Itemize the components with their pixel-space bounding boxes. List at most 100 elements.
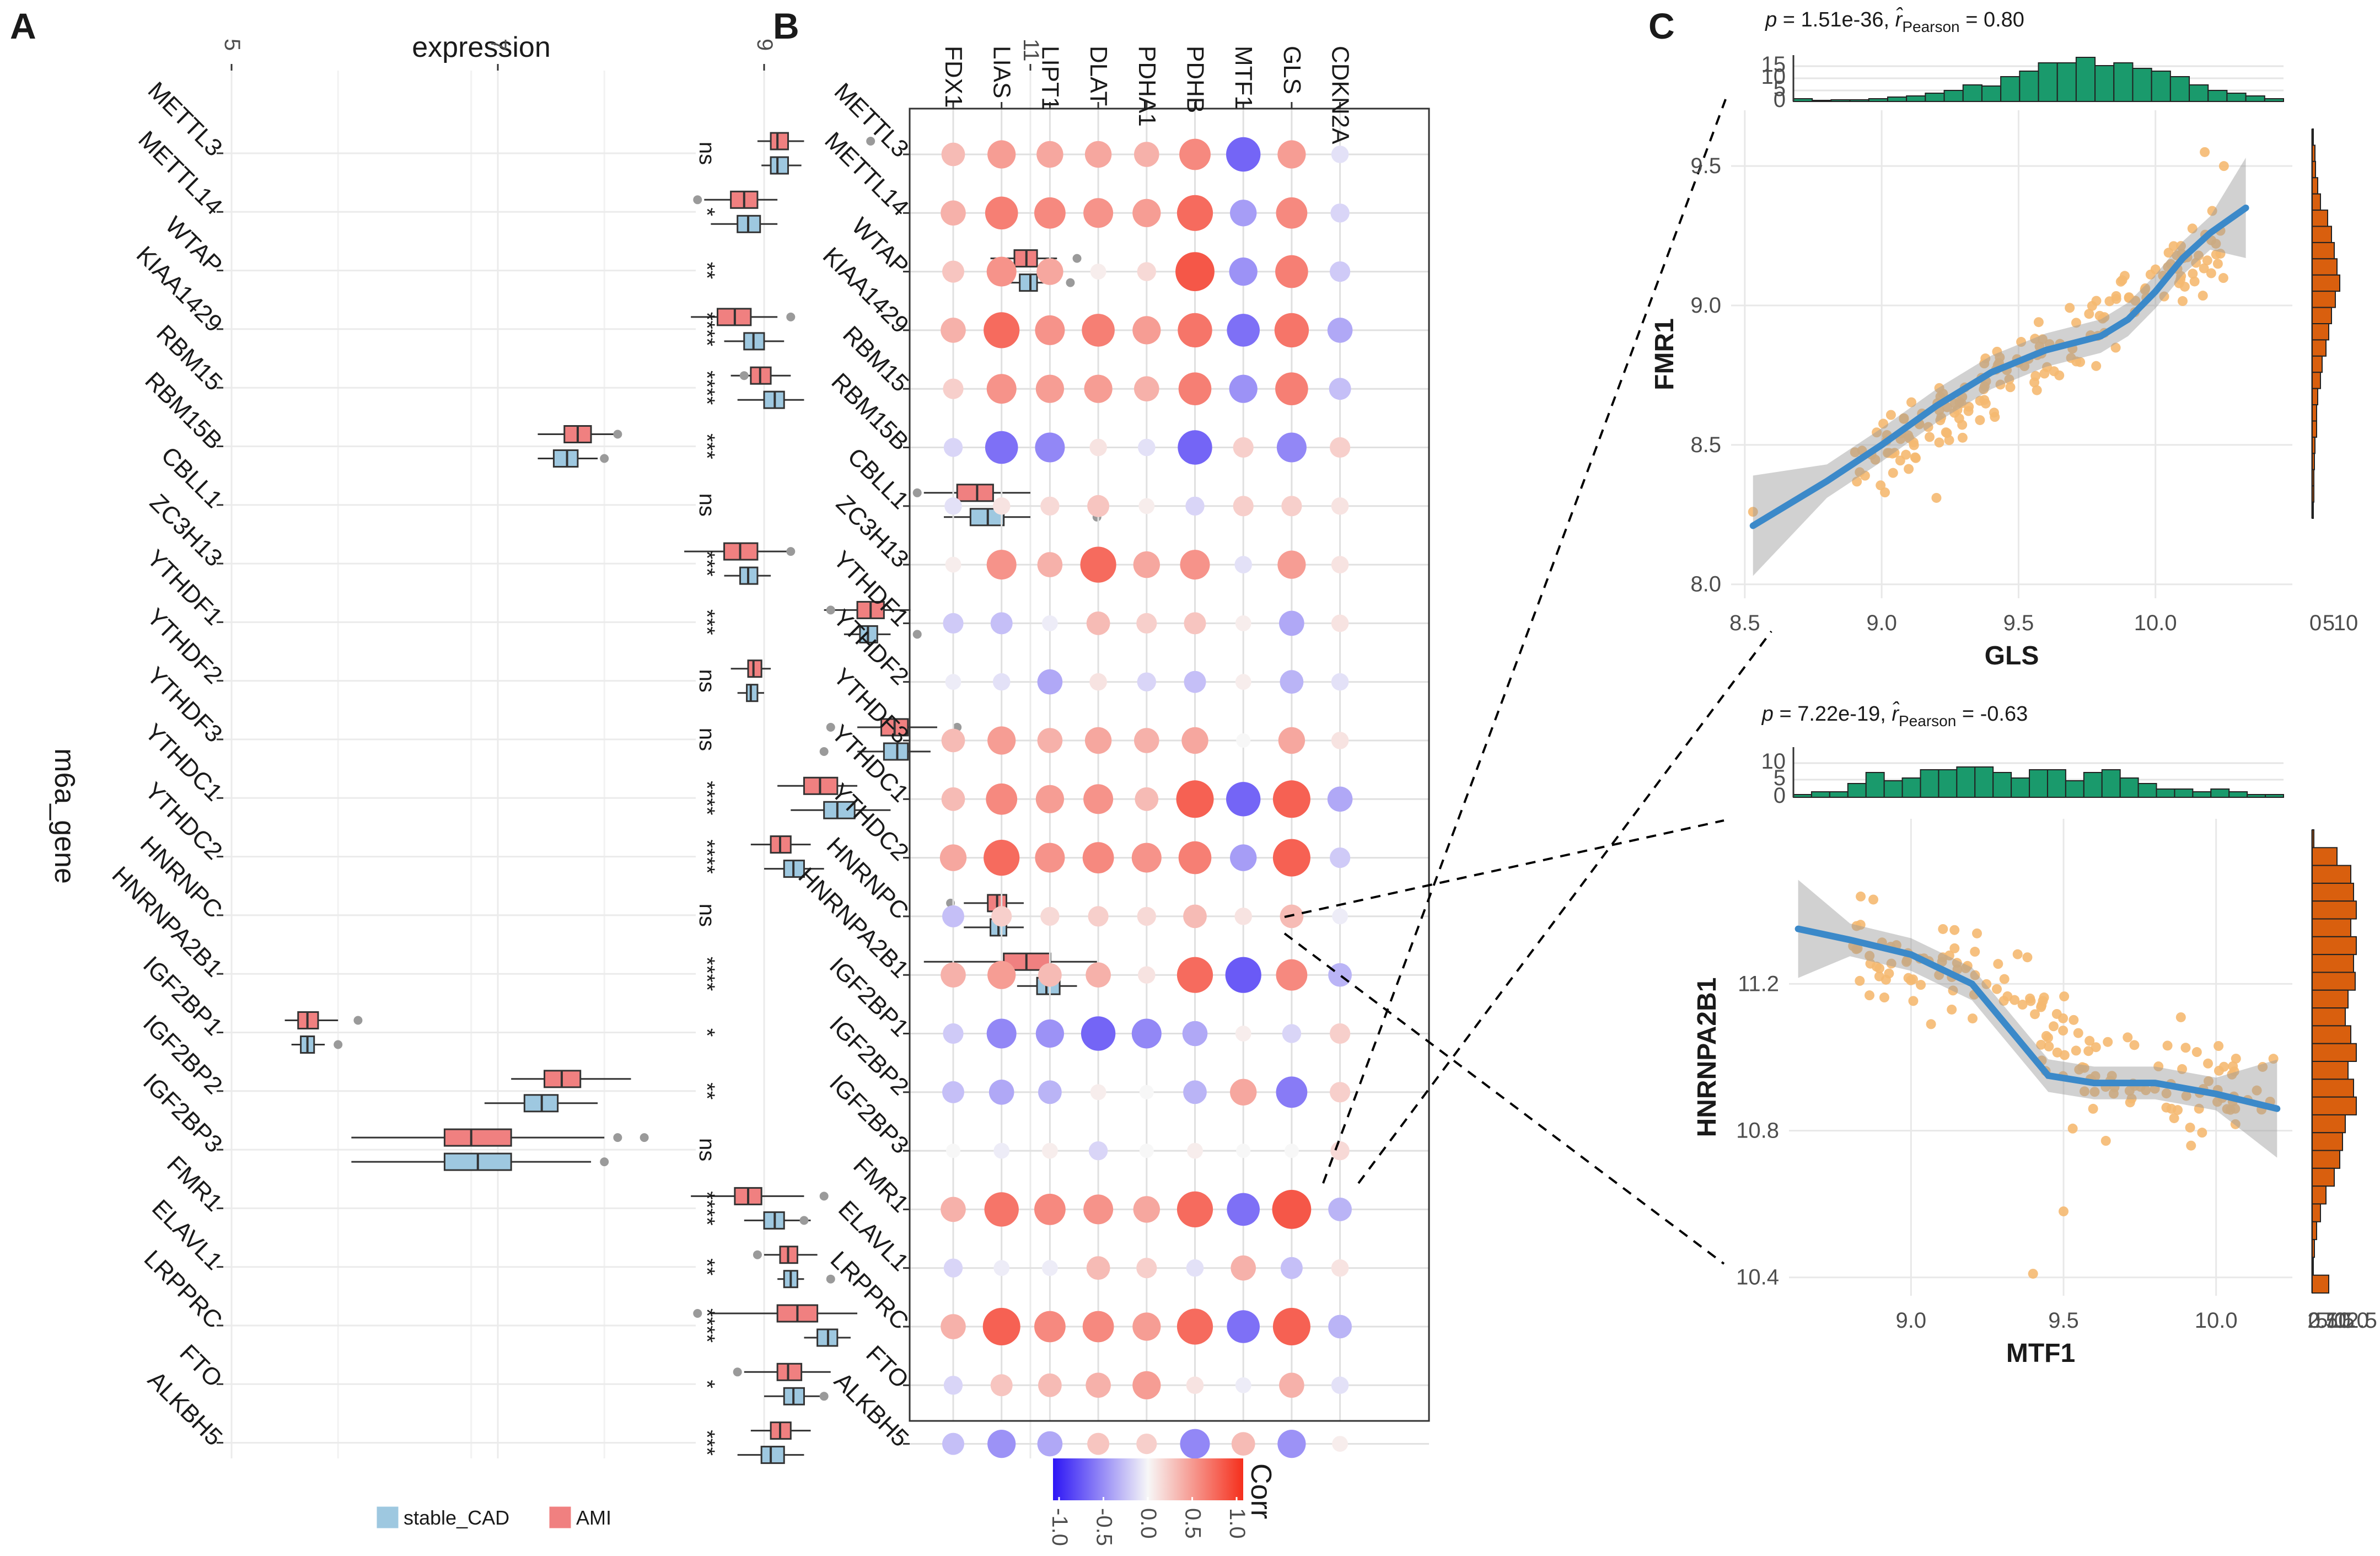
corr-cell-ythdc1-lipt1 [1035, 785, 1064, 813]
connector-hnrnpa2b1-mtf1-top [1284, 819, 1724, 918]
significance-mettl3: ns [695, 142, 719, 165]
corr-cell-ythdf3-mtf1 [1236, 733, 1251, 748]
scatter-point [2229, 1066, 2239, 1077]
corr-cell-ythdf1-mtf1 [1235, 615, 1251, 631]
scatter-point [2037, 334, 2048, 345]
outlier-elavl1 [753, 1250, 762, 1259]
scatter-point [1980, 353, 1991, 364]
corr-cell-mettl14-cdkn2a [1330, 203, 1350, 223]
scatter-ylabel: HNRNPA2B1 [1693, 978, 1722, 1138]
scatter-point [2088, 1103, 2098, 1114]
corr-cell-cbll1-fdx1 [944, 497, 962, 515]
significance-ythdf2: ns [695, 669, 719, 693]
scatter-point [2091, 1042, 2101, 1053]
corr-cell-mettl3-lias [987, 140, 1016, 169]
corr-cell-fmr1-cdkn2a [1328, 1198, 1352, 1221]
scatter-point [1949, 925, 1960, 935]
scatter-point [2174, 278, 2184, 288]
scatter-point [2026, 996, 2036, 1006]
scatter-point [1872, 427, 1882, 438]
corr-cell-ythdf3-pdha1 [1134, 728, 1159, 753]
corr-cell-igf2bp1-pdhb [1182, 1021, 1208, 1047]
corr-cell-mettl3-fdx1 [941, 142, 965, 167]
scatter-point [2129, 1040, 2140, 1050]
scatter-point [1960, 963, 1971, 973]
corr-cell-ythdf2-dlat [1089, 673, 1107, 691]
scatter-point [2231, 1053, 2241, 1064]
scatter-point [2177, 1064, 2188, 1074]
top-hist-bar [2156, 788, 2175, 798]
box-igf2bp3-ami [443, 1128, 512, 1147]
scatter-point [2159, 291, 2169, 302]
corr-cell-ythdf2-fdx1 [945, 674, 961, 690]
colorbar-tick-label: -0.5 [1092, 1508, 1116, 1546]
side-hist-bar [2312, 1079, 2354, 1098]
corr-cell-elavl1-gls [1280, 1257, 1303, 1279]
scatter-point [1748, 507, 1758, 517]
corr-cell-kiaa1429-gls [1274, 313, 1309, 348]
corr-cell-igf2bp2-mtf1 [1230, 1079, 1257, 1106]
scatter-point [2153, 1061, 2164, 1072]
side-hist-bar [2312, 882, 2354, 902]
outlier-igf2bp3 [600, 1157, 609, 1167]
outlier-mettl3 [866, 137, 875, 146]
top-hist-bar [1868, 98, 1888, 102]
scatter-point [2005, 382, 2016, 393]
box-mettl3-ami [770, 132, 789, 151]
outlier-ythdf3 [819, 747, 829, 756]
scatter-y-tick-label: 9.5 [1690, 154, 1721, 178]
scatter-point [2079, 1086, 2089, 1097]
outlier-wtap [1072, 254, 1082, 263]
box-cbll1-ami [956, 484, 994, 502]
scatter-point [1885, 410, 1896, 420]
corr-cell-igf2bp3-fdx1 [946, 1144, 960, 1158]
corr-cell-fto-pdhb [1186, 1376, 1204, 1394]
corr-cell-lrpprc-lias [982, 1308, 1020, 1345]
corr-cell-rbm15b-fdx1 [943, 438, 963, 457]
corr-cell-mettl14-dlat [1083, 198, 1114, 228]
scatter-point [1884, 448, 1894, 458]
top-hist-bar [1887, 96, 1908, 102]
side-hist-bar [2312, 847, 2338, 866]
top-hist-bar [1865, 772, 1885, 798]
corr-cell-rbm15b-mtf1 [1233, 437, 1254, 458]
corr-cell-igf2bp3-gls [1284, 1144, 1299, 1158]
corr-cell-hnrnpa2b1-gls [1276, 959, 1308, 991]
smooth-confidence-band [1798, 879, 2277, 1158]
scatter-point [2175, 241, 2186, 251]
side-hist-bar [2312, 1061, 2349, 1080]
corr-cell-ythdf1-pdha1 [1136, 613, 1157, 634]
top-hist-bar [1981, 85, 2002, 102]
panel-b-grid [910, 109, 1429, 1445]
corr-cell-hnrnpa2b1-lipt1 [1038, 963, 1062, 987]
corr-cell-mettl3-cdkn2a [1331, 146, 1349, 163]
corr-cell-kiaa1429-pdha1 [1132, 316, 1161, 345]
corr-cell-hnrnpc-pdha1 [1137, 906, 1156, 926]
side-hist-bar [2312, 160, 2316, 179]
connector-lines [1283, 99, 1772, 1265]
top-hist-bar [1943, 90, 1964, 102]
scatter-point [1993, 959, 2003, 969]
corr-cell-alkbh5-gls [1277, 1430, 1306, 1458]
corr-cell-hnrnpc-lias [991, 906, 1012, 927]
box-wtap-cad [1019, 273, 1038, 292]
scatter-point [2218, 161, 2229, 171]
scatter-point [2042, 362, 2053, 372]
top-hist-bar [1812, 100, 1832, 102]
scatter-point [1970, 947, 1980, 957]
corr-cell-alkbh5-lias [987, 1430, 1016, 1458]
corr-cell-igf2bp1-mtf1 [1235, 1026, 1251, 1042]
scatter-point [2017, 1000, 2028, 1010]
corr-cell-ythdf3-fdx1 [941, 728, 965, 753]
scatter-point [2071, 318, 2081, 328]
corr-cell-zc3h13-dlat [1080, 546, 1116, 583]
side-hist-tick-label: 0 [2309, 611, 2322, 635]
corr-cell-igf2bp3-mtf1 [1236, 1144, 1251, 1158]
top-hist-bar [2192, 791, 2212, 798]
colorbar-ticks: -1.0 -0.5 0.0 0.5 1.0 [1047, 1497, 1249, 1546]
scatter-point [2198, 291, 2208, 301]
corr-cell-ythdc1-dlat [1083, 784, 1114, 814]
top-hist-bar [2174, 788, 2194, 798]
corr-cell-elavl1-pdha1 [1136, 1258, 1157, 1279]
side-hist-bar [2312, 1150, 2340, 1169]
